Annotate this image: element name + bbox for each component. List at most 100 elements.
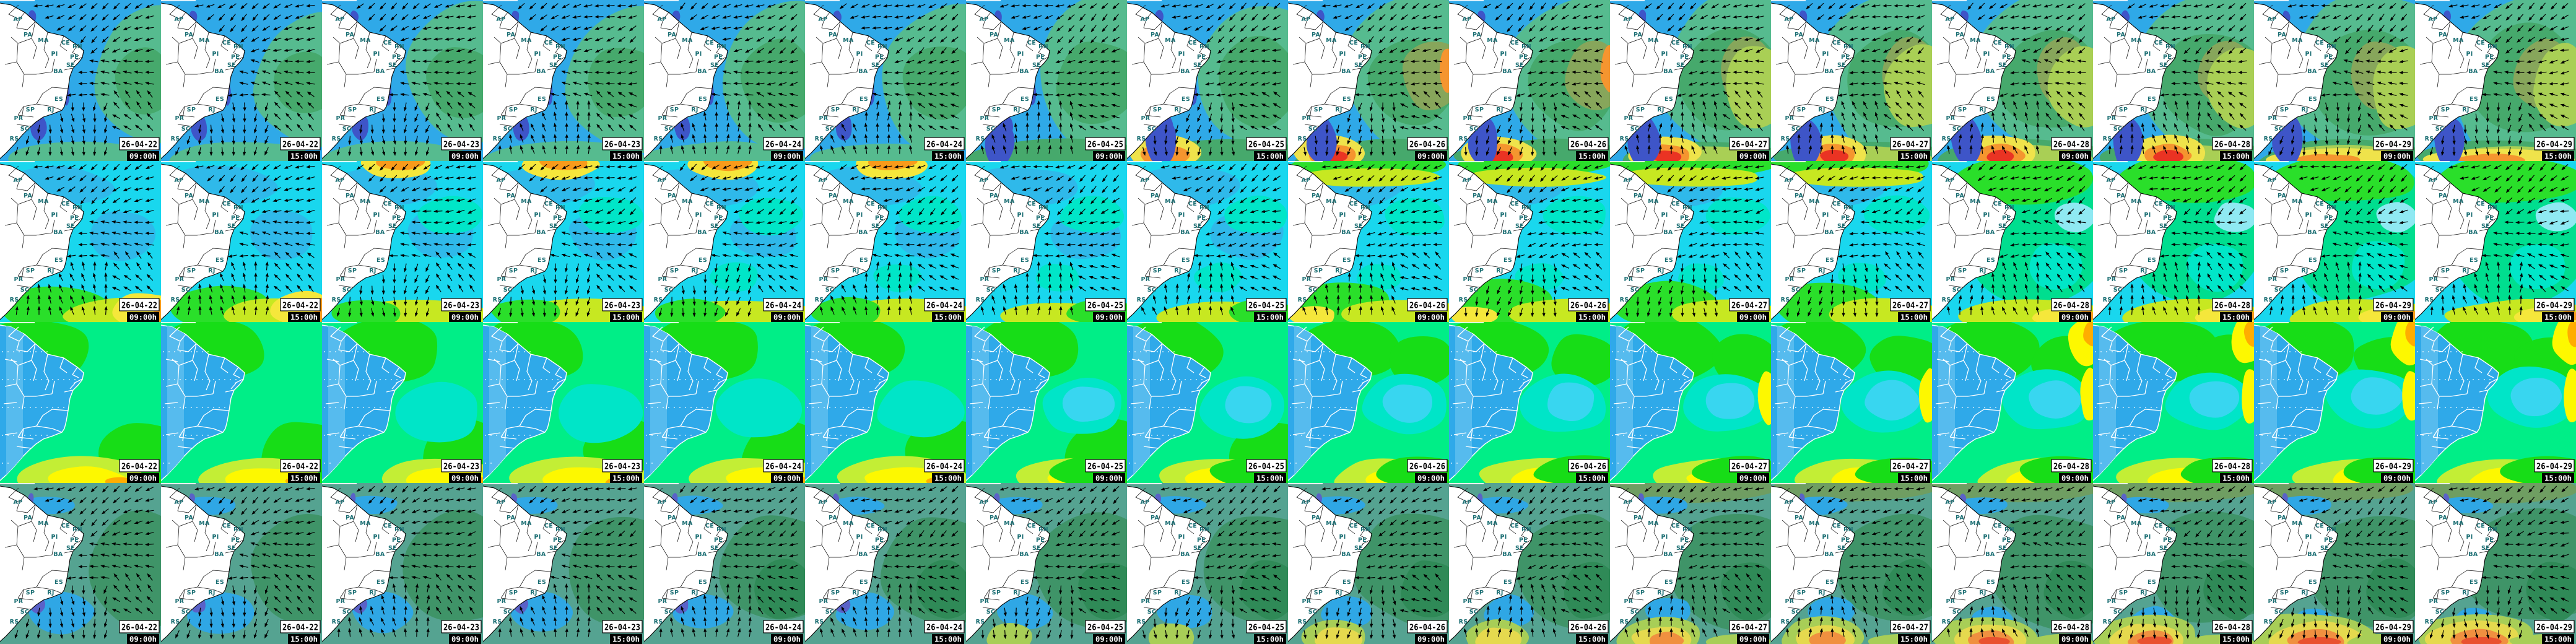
map-tile-r3-c3[interactable]: 26-04-23 09:00h (322, 322, 483, 483)
tile-date: 26-04-27 (1731, 302, 1767, 311)
color-field-layer (322, 1, 483, 161)
map-tile-r2-c15[interactable]: AP PA MA CE RN PI PE SE BA ES SP RJ PR SC RS 26-04-29 09… (2254, 161, 2415, 322)
map-tile-r2-c12[interactable]: AP PA MA CE RN PI PE SE BA ES SP RJ PR SC RS 26-04-27 15… (1771, 161, 1932, 322)
map-tile-r4-c12[interactable]: AP PA MA CE RN PI PE SE BA ES SP RJ PR SC RS 26-04-27 15… (1771, 483, 1932, 644)
state-label: SP (992, 590, 1001, 596)
map-tile-r2-c5[interactable]: AP PA MA CE RN PI PE SE BA ES SP RJ PR SC RS 26-04-24 09… (644, 161, 805, 322)
map-tile-r1-c13[interactable]: AP PA MA CE RN PI PE SE BA ES SP RJ PR SC RS 26-04-28 09… (1932, 0, 2093, 161)
map-tile-r3-c15[interactable]: 26-04-29 09:00h (2254, 322, 2415, 483)
map-tile-r4-c3[interactable]: AP PA MA CE RN PI PE SE BA ES SP RJ PR SC RS 26-04-23 09… (322, 483, 483, 644)
direction-arrows-layer (498, 2, 637, 154)
state-borders (487, 4, 566, 127)
state-label: RS (1620, 619, 1629, 625)
state-label: AP (14, 499, 23, 506)
state-label: AP (175, 16, 184, 23)
state-label: SE (1354, 62, 1363, 69)
map-tile-r4-c2[interactable]: AP PA MA CE RN PI PE SE BA ES SP RJ PR SC RS 26-04-22 15… (161, 483, 322, 644)
map-tile-r4-c15[interactable]: AP PA MA CE RN PI PE SE BA ES SP RJ PR SC RS 26-04-29 09… (2254, 483, 2415, 644)
state-label: CE (61, 201, 70, 207)
map-tile-r1-c10[interactable]: AP PA MA CE RN PI PE SE BA ES SP RJ PR SC RS 26-04-26 15… (1449, 0, 1610, 161)
state-label: PR (1463, 598, 1473, 605)
map-tile-r4-c16[interactable]: AP PA MA CE RN PI PE SE BA ES SP RJ PR SC RS 26-04-29 15… (2415, 483, 2576, 644)
direction-arrows-layer (498, 485, 637, 637)
map-tile-r1-c8[interactable]: AP PA MA CE RN PI PE SE BA ES SP RJ PR SC RS 26-04-25 15… (1127, 0, 1288, 161)
map-tile-r3-c14[interactable]: 26-04-28 15:00h (2093, 322, 2254, 483)
tile-date: 26-04-26 (1409, 302, 1445, 311)
map-tile-r4-c7[interactable]: AP PA MA CE RN PI PE SE BA ES SP RJ PR SC RS 26-04-25 09… (966, 483, 1127, 644)
map-tile-r1-c11[interactable]: AP PA MA CE RN PI PE SE BA ES SP RJ PR SC RS 26-04-27 09… (1610, 0, 1771, 161)
map-tile-r3-c13[interactable]: 26-04-28 09:00h (1932, 322, 2093, 483)
map-tile-r2-c9[interactable]: AP PA MA CE RN PI PE SE BA ES SP RJ PR SC RS 26-04-26 09… (1288, 161, 1449, 322)
map-tile-r1-c5[interactable]: AP PA MA CE RN PI PE SE BA ES SP RJ PR SC RS 26-04-24 09… (644, 0, 805, 161)
map-tile-r2-c2[interactable]: AP PA MA CE RN PI PE SE BA ES SP RJ PR SC RS 26-04-22 15… (161, 161, 322, 322)
state-label: ES (1503, 257, 1512, 264)
map-tile-r4-c8[interactable]: AP PA MA CE RN PI PE SE BA ES SP RJ PR SC RS 26-04-25 15… (1127, 483, 1288, 644)
state-label: ES (376, 257, 385, 264)
map-tile-r2-c13[interactable]: AP PA MA CE RN PI PE SE BA ES SP RJ PR SC RS 26-04-28 09… (1932, 161, 2093, 322)
map-tile-r1-c7[interactable]: AP PA MA CE RN PI PE SE BA ES SP RJ PR SC RS 26-04-25 09… (966, 0, 1127, 161)
map-tile-r4-c4[interactable]: AP PA MA CE RN PI PE SE BA ES SP RJ PR SC RS 26-04-23 15… (483, 483, 644, 644)
map-tile-r1-c2[interactable]: AP PA MA CE RN PI PE SE BA ES SP RJ PR SC RS 26-04-22 15… (161, 0, 322, 161)
map-tile-r2-c11[interactable]: AP PA MA CE RN PI PE SE BA ES SP RJ PR SC RS 26-04-27 09… (1610, 161, 1771, 322)
land-shape (483, 163, 567, 320)
map-tile-r4-c6[interactable]: AP PA MA CE RN PI PE SE BA ES SP RJ PR SC RS 26-04-24 15… (805, 483, 966, 644)
tile-datetime-label: 26-04-27 09:00h (1729, 137, 1770, 161)
state-label: PE (1680, 215, 1689, 222)
state-label: RJ (530, 107, 537, 113)
map-tile-r1-c16[interactable]: AP PA MA CE RN PI PE SE BA ES SP RJ PR SC RS 26-04-29 15… (2415, 0, 2576, 161)
tile-top-crop-sliver (2415, 0, 2450, 1)
map-tile-r2-c7[interactable]: AP PA MA CE RN PI PE SE BA ES SP RJ PR SC RS 26-04-25 09… (966, 161, 1127, 322)
direction-arrows-layer (1303, 2, 1442, 156)
map-tile-r4-c1[interactable]: AP PA MA CE RN PI PE SE BA ES SP RJ PR SC RS 26-04-22 09… (0, 483, 161, 644)
map-tile-r2-c4[interactable]: AP PA MA CE RN PI PE SE BA ES SP RJ PR SC RS 26-04-23 15… (483, 161, 644, 322)
map-tile-r3-c10[interactable]: 26-04-26 15:00h (1449, 322, 1610, 483)
map-tile-r1-c14[interactable]: AP PA MA CE RN PI PE SE BA ES SP RJ PR SC RS 26-04-28 15… (2093, 0, 2254, 161)
map-tile-r3-c12[interactable]: 26-04-27 15:00h (1771, 322, 1932, 483)
map-tile-r3-c5[interactable]: 26-04-24 09:00h (644, 322, 805, 483)
map-tile-r1-c4[interactable]: AP PA MA CE RN PI PE SE BA ES SP RJ PR SC RS 26-04-23 15… (483, 0, 644, 161)
map-tile-r3-c2[interactable]: 26-04-22 15:00h (161, 322, 322, 483)
map-tile-r4-c5[interactable]: AP PA MA CE RN PI PE SE BA ES SP RJ PR SC RS 26-04-24 09… (644, 483, 805, 644)
map-tile-r1-c6[interactable]: AP PA MA CE RN PI PE SE BA ES SP RJ PR SC RS 26-04-24 15… (805, 0, 966, 161)
state-label: PE (553, 54, 562, 61)
state-borders (1936, 487, 2015, 610)
map-tile-r2-c6[interactable]: AP PA MA CE RN PI PE SE BA ES SP RJ PR SC RS 26-04-24 15… (805, 161, 966, 322)
state-label: MA (682, 37, 693, 44)
map-tile-r2-c3[interactable]: AP PA MA CE RN PI PE SE BA ES SP RJ PR SC RS 26-04-23 09… (322, 161, 483, 322)
map-tile-r1-c3[interactable]: AP PA MA CE RN PI PE SE BA ES SP RJ PR SC RS 26-04-23 09… (322, 0, 483, 161)
map-tile-r3-c7[interactable]: 26-04-25 09:00h (966, 322, 1127, 483)
map-tile-r1-c12[interactable]: AP PA MA CE RN PI PE SE BA ES SP RJ PR SC RS 26-04-27 15… (1771, 0, 1932, 161)
map-tile-r3-c11[interactable]: 26-04-27 09:00h (1610, 322, 1771, 483)
map-tile-r4-c14[interactable]: AP PA MA CE RN PI PE SE BA ES SP RJ PR SC RS 26-04-28 15… (2093, 483, 2254, 644)
state-borders (808, 326, 888, 449)
map-tile-r1-c9[interactable]: AP PA MA CE RN PI PE SE BA ES SP RJ PR SC RS 26-04-26 09… (1288, 0, 1449, 161)
state-label: RS (1942, 136, 1951, 142)
map-tile-r3-c8[interactable]: 26-04-25 15:00h (1127, 322, 1288, 483)
map-tile-r2-c14[interactable]: AP PA MA CE RN PI PE SE BA ES SP RJ PR SC RS 26-04-28 15… (2093, 161, 2254, 322)
map-tile-r3-c16[interactable]: 26-04-29 15:00h (2415, 322, 2576, 483)
state-label: MA (2453, 198, 2464, 205)
tile-top-crop-sliver (322, 483, 357, 484)
map-tile-r2-c1[interactable]: AP PA MA CE RN PI PE SE BA ES SP RJ PR SC RS 26-04-22 09… (0, 161, 161, 322)
map-tile-r2-c16[interactable]: AP PA MA CE RN PI PE SE BA ES SP RJ PR SC RS 26-04-29 15… (2415, 161, 2576, 322)
map-tile-r3-c6[interactable]: 26-04-24 15:00h (805, 322, 966, 483)
map-tile-r1-c15[interactable]: AP PA MA CE RN PI PE SE BA ES SP RJ PR SC RS 26-04-29 09… (2254, 0, 2415, 161)
land-shape (483, 485, 567, 642)
map-tile-r4-c13[interactable]: AP PA MA CE RN PI PE SE BA ES SP RJ PR SC RS 26-04-28 09… (1932, 483, 2093, 644)
map-tile-r1-c1[interactable]: AP PA MA CE RN PI PE SE BA ES SP RJ PR SC RS 26-04-22 09… (0, 0, 161, 161)
map-tile-r4-c11[interactable]: AP PA MA CE RN PI PE SE BA ES SP RJ PR SC RS 26-04-27 09… (1610, 483, 1771, 644)
tile-top-crop-sliver (805, 161, 840, 162)
map-tile-r3-c4[interactable]: 26-04-23 15:00h (483, 322, 644, 483)
map-tile-r3-c9[interactable]: 26-04-26 09:00h (1288, 322, 1449, 483)
map-tile-r2-c10[interactable]: AP PA MA CE RN PI PE SE BA ES SP RJ PR SC RS 26-04-26 15… (1449, 161, 1610, 322)
map-tile-r2-c8[interactable]: AP PA MA CE RN PI PE SE BA ES SP RJ PR SC RS 26-04-25 15… (1127, 161, 1288, 322)
map-tile-r3-c1[interactable]: 26-04-22 09:00h (0, 322, 161, 483)
state-label: RN (72, 526, 82, 533)
map-tile-r4-c10[interactable]: AP PA MA CE RN PI PE SE BA ES SP RJ PR SC RS 26-04-26 15… (1449, 483, 1610, 644)
state-label: PR (658, 598, 668, 605)
tile-top-crop-sliver (1449, 0, 1484, 1)
map-tile-r4-c9[interactable]: AP PA MA CE RN PI PE SE BA ES SP RJ PR SC RS 26-04-26 09… (1288, 483, 1449, 644)
